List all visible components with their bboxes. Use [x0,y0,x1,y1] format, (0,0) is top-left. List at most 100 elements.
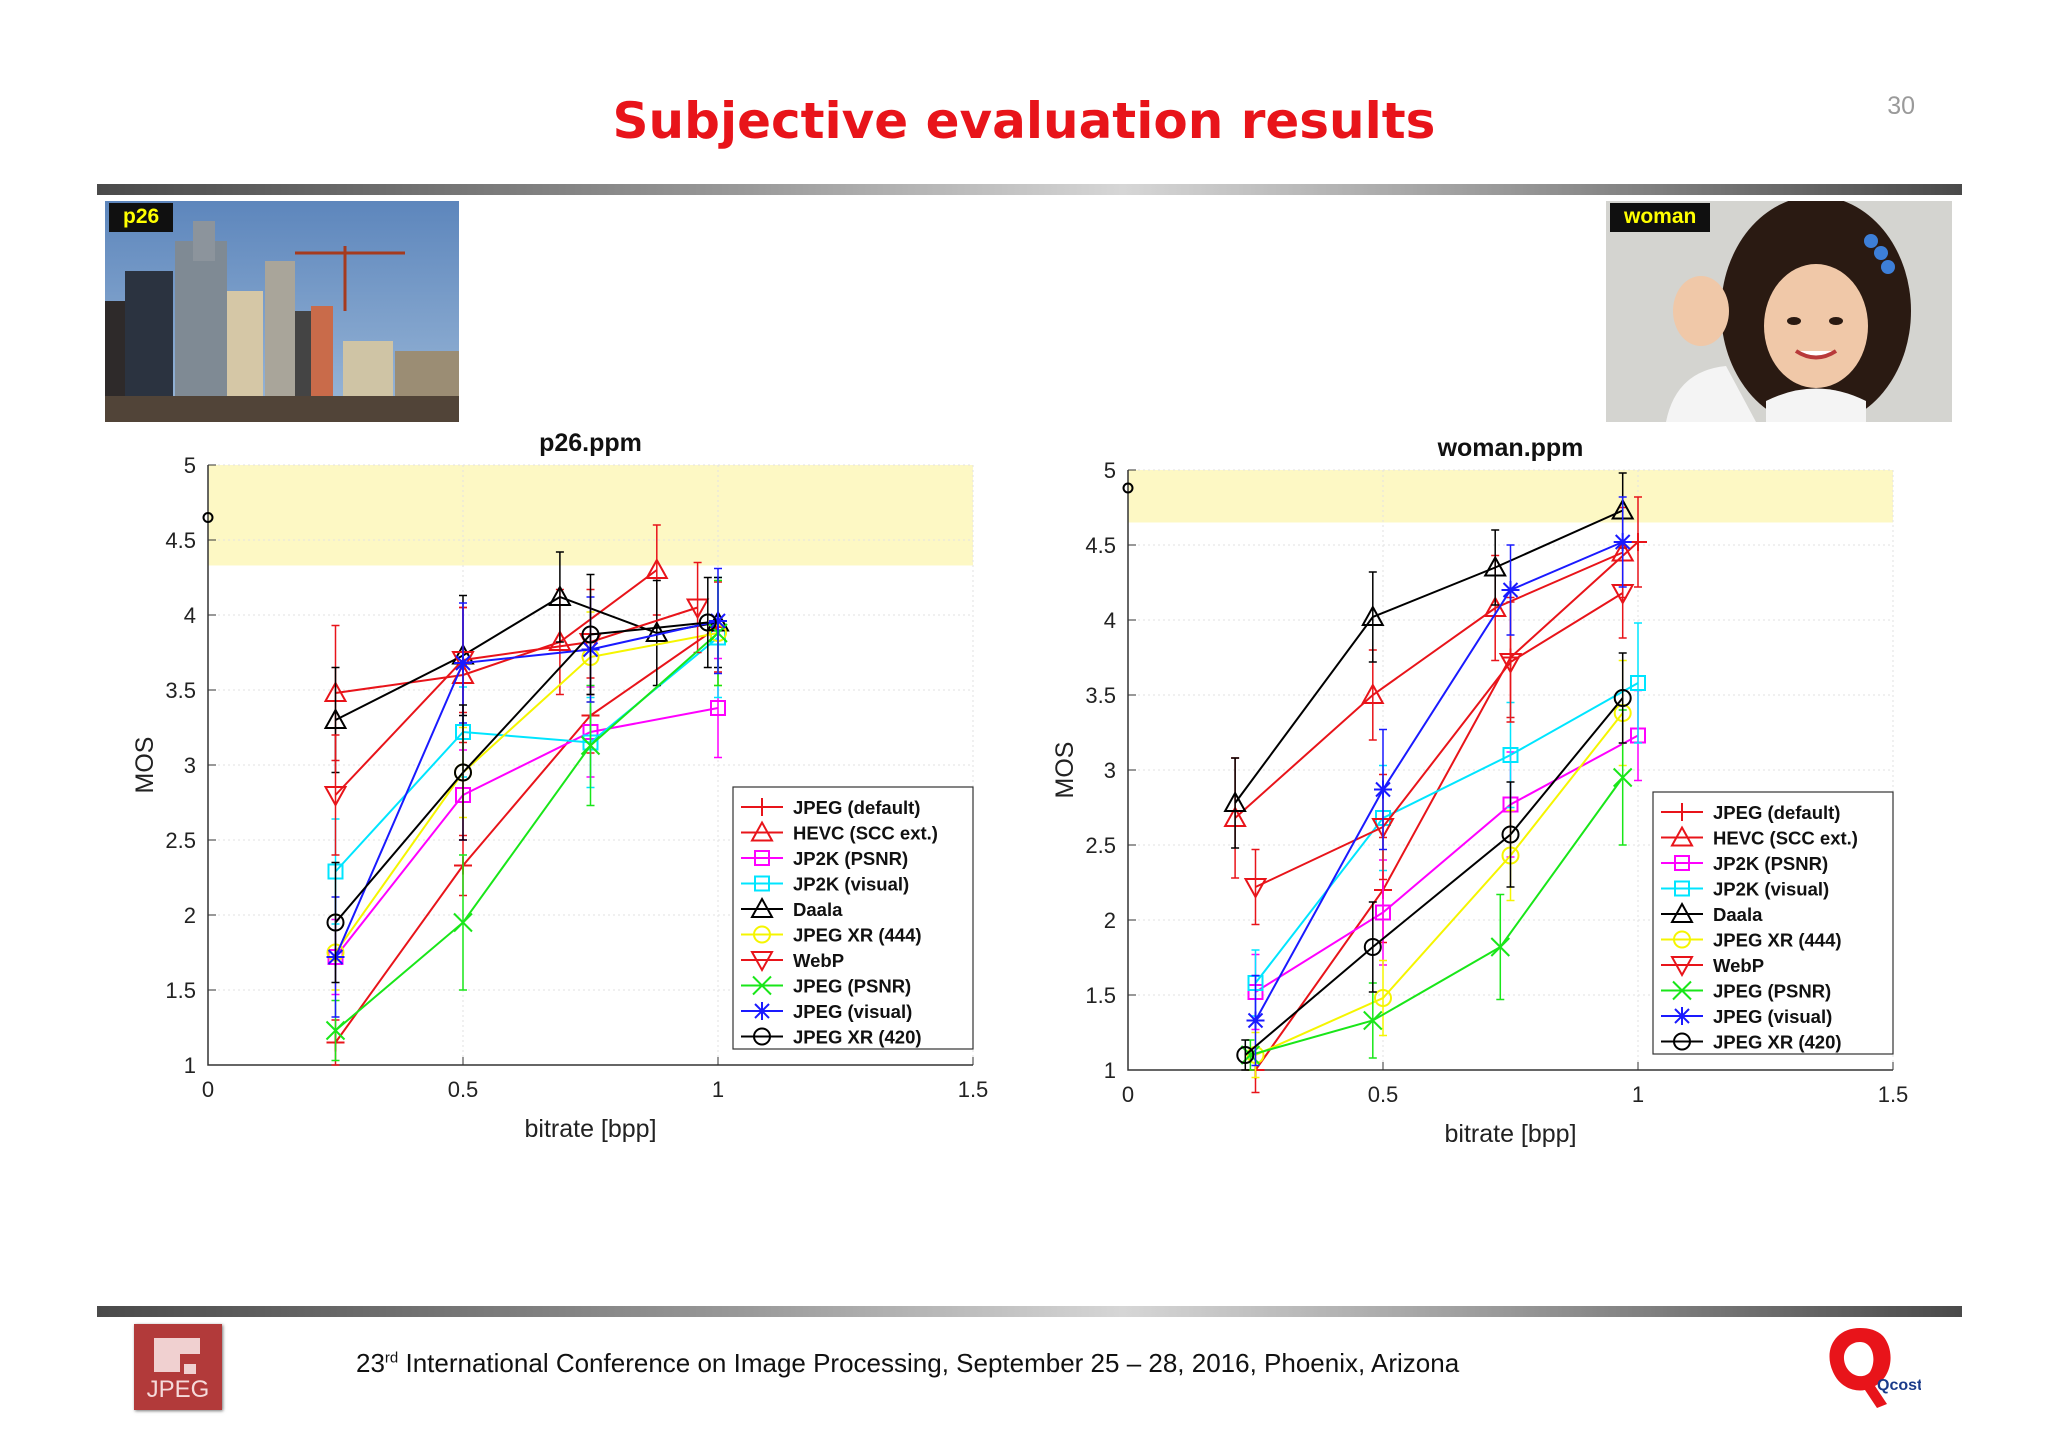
legend-item-jpeg-psnr: JPEG (PSNR) [741,976,911,997]
data-point [325,1020,346,1041]
data-point [1630,675,1646,691]
series-line [334,626,719,1044]
legend-item-jp2k-psnr: JP2K (PSNR) [741,848,908,869]
woman-portrait-image [1606,201,1952,422]
legend-item-jpeg-default: JPEG (default) [741,797,920,818]
legend-item-jpeg-visual: JPEG (visual) [741,1001,912,1022]
error-bar [1506,781,1515,888]
legend-label: WebP [1713,955,1764,976]
y-tick-label: 1 [1104,1058,1116,1083]
legend-item-daala: Daala [741,896,843,920]
jpeg-logo: JPEG [134,1324,222,1410]
series-line [1254,734,1639,993]
y-tick-label: 2.5 [165,828,196,853]
y-tick-label: 1 [184,1053,196,1078]
legend-marker [1672,980,1692,1001]
legend-item-jpeg-xr-420: JPEG XR (420) [1661,1032,1842,1053]
photo-tag-woman: woman [1610,203,1711,232]
y-tick-label: 4 [1104,608,1116,633]
data-point [1223,790,1247,812]
legend-item-jpeg-xr-444: JPEG XR (444) [741,925,922,946]
legend-label: JPEG XR (444) [793,925,922,946]
axes [1127,470,1893,1071]
legend-marker [750,951,774,973]
legend-marker [750,896,774,918]
data-point [1375,904,1391,921]
error-bar [703,576,712,669]
error-bar [1379,959,1387,1037]
x-tick-label: 0 [202,1077,214,1102]
error-bar [1368,901,1377,993]
data-point [1483,555,1507,577]
data-point [323,707,348,729]
x-tick-label: 0.5 [448,1077,479,1102]
x-tick-label: 1.5 [1878,1082,1909,1107]
y-tick-label: 4.5 [1085,533,1116,558]
x-tick-label: 0.5 [1368,1082,1399,1107]
legend-item-daala: Daala [1661,901,1763,925]
legend-label: JP2K (PSNR) [793,848,908,869]
x-tick-label: 0 [1122,1082,1134,1107]
data-point [1363,938,1382,956]
header-rule [97,184,1962,195]
data-point [1246,1011,1265,1030]
photo-woman: woman [1606,201,1952,422]
y-tick-label: 4.5 [165,528,196,553]
legend: JPEG (default) HEVC (SCC ext.) JP2K (PSNR)… [1652,791,1894,1055]
chart-title: p26.ppm [539,429,642,457]
legend-item-jpeg-xr-420: JPEG XR (420) [741,1027,922,1048]
y-tick-label: 3.5 [1085,683,1116,708]
legend-marker [754,850,770,866]
y-tick-label: 5 [1104,458,1116,483]
legend-marker [752,975,772,996]
error-bar [1618,652,1627,744]
data-point [1374,989,1392,1007]
legend-marker [1673,1007,1691,1025]
jpeg-logo-mark-icon [154,1338,200,1374]
data-point [1502,747,1519,763]
y-tick-label: 3 [184,753,196,778]
data-point [1374,780,1392,799]
qcost-logo-text: Qcost [1877,1377,1921,1394]
data-point [580,735,601,756]
error-bar [586,573,595,696]
photo-p26: p26 [105,201,459,422]
data-point [581,625,600,644]
excellent-quality-band [208,465,973,566]
data-point [454,654,472,672]
legend-marker [1670,825,1694,847]
series-line [1234,509,1624,804]
data-point [710,700,726,716]
data-point [1363,1010,1383,1031]
data-point [548,584,572,606]
legend-marker [1673,930,1691,949]
data-point [1236,1046,1255,1064]
series-jpeg-visual [1246,496,1632,1067]
error-bar [331,734,340,856]
legend-item-jpeg-default: JPEG (default) [1661,802,1840,823]
y-tick-label: 3.5 [165,678,196,703]
data-point [709,612,727,630]
chart-woman: 0 0.5 1 1.5 1 1.5 2 2.5 3 3.5 4 4.5 5 woman.ppm bitrat… [1051,434,1909,1148]
legend-label: JPEG (visual) [1713,1006,1832,1027]
axes [207,465,973,1066]
legend-label: JPEG (PSNR) [1713,981,1831,1002]
legend-label: Daala [1713,904,1763,925]
x-tick-label: 1.5 [958,1077,989,1102]
y-axis-label: MOS [131,737,159,794]
photo-tag-p26: p26 [109,203,174,232]
legend-item-jp2k-psnr: JP2K (PSNR) [1661,853,1828,874]
x-axis-label: bitrate [bpp] [1444,1120,1576,1148]
legend-label: JPEG XR (444) [1713,930,1842,951]
series-daala [323,551,730,774]
data-point [645,557,669,579]
page-number: 30 [1887,92,1915,120]
y-tick-label: 2 [184,903,196,928]
qcost-logo: Qcost [1829,1328,1921,1408]
legend-label: JP2K (visual) [793,874,909,895]
legend-item-jpeg-visual: JPEG (visual) [1661,1006,1832,1027]
legend-marker [1673,803,1691,821]
series-line [1244,697,1624,1056]
series-line [334,707,719,958]
legend-marker [1674,880,1690,897]
